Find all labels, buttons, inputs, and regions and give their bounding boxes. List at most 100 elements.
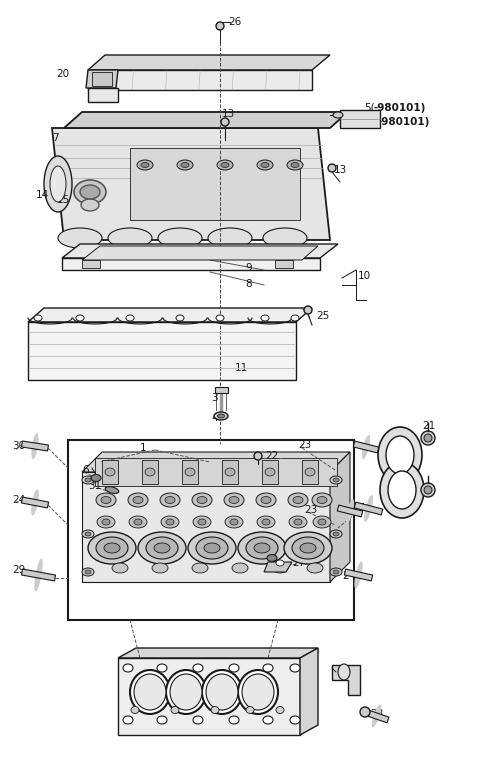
Ellipse shape	[146, 537, 178, 559]
Ellipse shape	[204, 543, 220, 553]
Ellipse shape	[378, 427, 422, 483]
Ellipse shape	[211, 706, 219, 713]
Ellipse shape	[288, 493, 308, 507]
Text: 13: 13	[222, 109, 235, 119]
Bar	[130, 148, 300, 220]
Ellipse shape	[238, 670, 278, 714]
Text: 13: 13	[334, 165, 347, 175]
Ellipse shape	[328, 164, 336, 172]
Ellipse shape	[154, 543, 170, 553]
Ellipse shape	[123, 664, 133, 672]
Ellipse shape	[165, 496, 175, 503]
Text: 3: 3	[211, 393, 218, 403]
Ellipse shape	[152, 563, 168, 573]
Ellipse shape	[293, 496, 303, 503]
Text: 4: 4	[211, 413, 218, 423]
Ellipse shape	[300, 543, 316, 553]
Text: 22: 22	[265, 451, 278, 461]
Ellipse shape	[338, 664, 350, 680]
Ellipse shape	[330, 568, 342, 576]
Bar	[102, 460, 118, 484]
Ellipse shape	[246, 537, 278, 559]
Ellipse shape	[229, 496, 239, 503]
Ellipse shape	[126, 315, 134, 321]
Ellipse shape	[105, 468, 115, 476]
Bar	[142, 460, 158, 484]
Ellipse shape	[81, 199, 99, 211]
Text: 20: 20	[56, 69, 69, 79]
Ellipse shape	[312, 493, 332, 507]
Ellipse shape	[31, 489, 39, 516]
Text: 8: 8	[245, 279, 252, 289]
Ellipse shape	[50, 166, 66, 202]
Ellipse shape	[221, 162, 229, 168]
Polygon shape	[22, 441, 48, 451]
Ellipse shape	[232, 563, 248, 573]
Text: 25: 25	[316, 311, 329, 321]
Ellipse shape	[166, 670, 206, 714]
Text: -980101): -980101)	[378, 117, 431, 127]
Ellipse shape	[208, 228, 252, 248]
Ellipse shape	[261, 315, 269, 321]
Ellipse shape	[333, 570, 339, 574]
Polygon shape	[92, 72, 112, 86]
Ellipse shape	[85, 570, 91, 574]
Ellipse shape	[197, 496, 207, 503]
Ellipse shape	[133, 496, 143, 503]
Ellipse shape	[82, 530, 94, 538]
Ellipse shape	[102, 519, 110, 525]
Ellipse shape	[161, 516, 179, 528]
Text: 23: 23	[304, 505, 317, 515]
Ellipse shape	[192, 563, 208, 573]
Polygon shape	[82, 452, 350, 472]
Ellipse shape	[198, 519, 206, 525]
Ellipse shape	[421, 431, 435, 445]
Ellipse shape	[88, 532, 136, 564]
Ellipse shape	[257, 160, 273, 170]
Ellipse shape	[225, 516, 243, 528]
Ellipse shape	[289, 516, 307, 528]
Ellipse shape	[386, 436, 414, 474]
Ellipse shape	[176, 315, 184, 321]
Polygon shape	[364, 709, 389, 723]
Text: 18: 18	[360, 503, 373, 513]
Bar	[262, 460, 278, 484]
Ellipse shape	[330, 530, 342, 538]
Ellipse shape	[372, 705, 382, 727]
Ellipse shape	[257, 516, 275, 528]
Ellipse shape	[304, 306, 312, 314]
Ellipse shape	[294, 519, 302, 525]
Ellipse shape	[214, 412, 228, 420]
Ellipse shape	[137, 160, 153, 170]
Ellipse shape	[101, 496, 111, 503]
Ellipse shape	[263, 664, 273, 672]
Ellipse shape	[193, 664, 203, 672]
Text: 1: 1	[140, 443, 146, 453]
Polygon shape	[332, 665, 360, 695]
Text: 15: 15	[57, 195, 70, 205]
Ellipse shape	[104, 543, 120, 553]
Polygon shape	[275, 260, 293, 268]
Text: 11: 11	[235, 363, 248, 373]
Ellipse shape	[96, 537, 128, 559]
Ellipse shape	[224, 493, 244, 507]
Ellipse shape	[188, 532, 236, 564]
Ellipse shape	[263, 228, 307, 248]
Text: 17: 17	[336, 665, 349, 675]
Polygon shape	[88, 88, 118, 102]
Text: 12(: 12(	[364, 117, 381, 127]
Text: -980101): -980101)	[374, 103, 426, 113]
Ellipse shape	[80, 185, 100, 199]
Polygon shape	[82, 260, 100, 268]
Ellipse shape	[129, 516, 147, 528]
Ellipse shape	[85, 532, 91, 536]
Ellipse shape	[380, 462, 424, 518]
Ellipse shape	[76, 315, 84, 321]
Bar	[95, 458, 337, 486]
Ellipse shape	[193, 516, 211, 528]
Ellipse shape	[225, 468, 235, 476]
Text: 29: 29	[12, 565, 25, 575]
Ellipse shape	[130, 670, 170, 714]
Ellipse shape	[263, 716, 273, 724]
Ellipse shape	[82, 568, 94, 576]
